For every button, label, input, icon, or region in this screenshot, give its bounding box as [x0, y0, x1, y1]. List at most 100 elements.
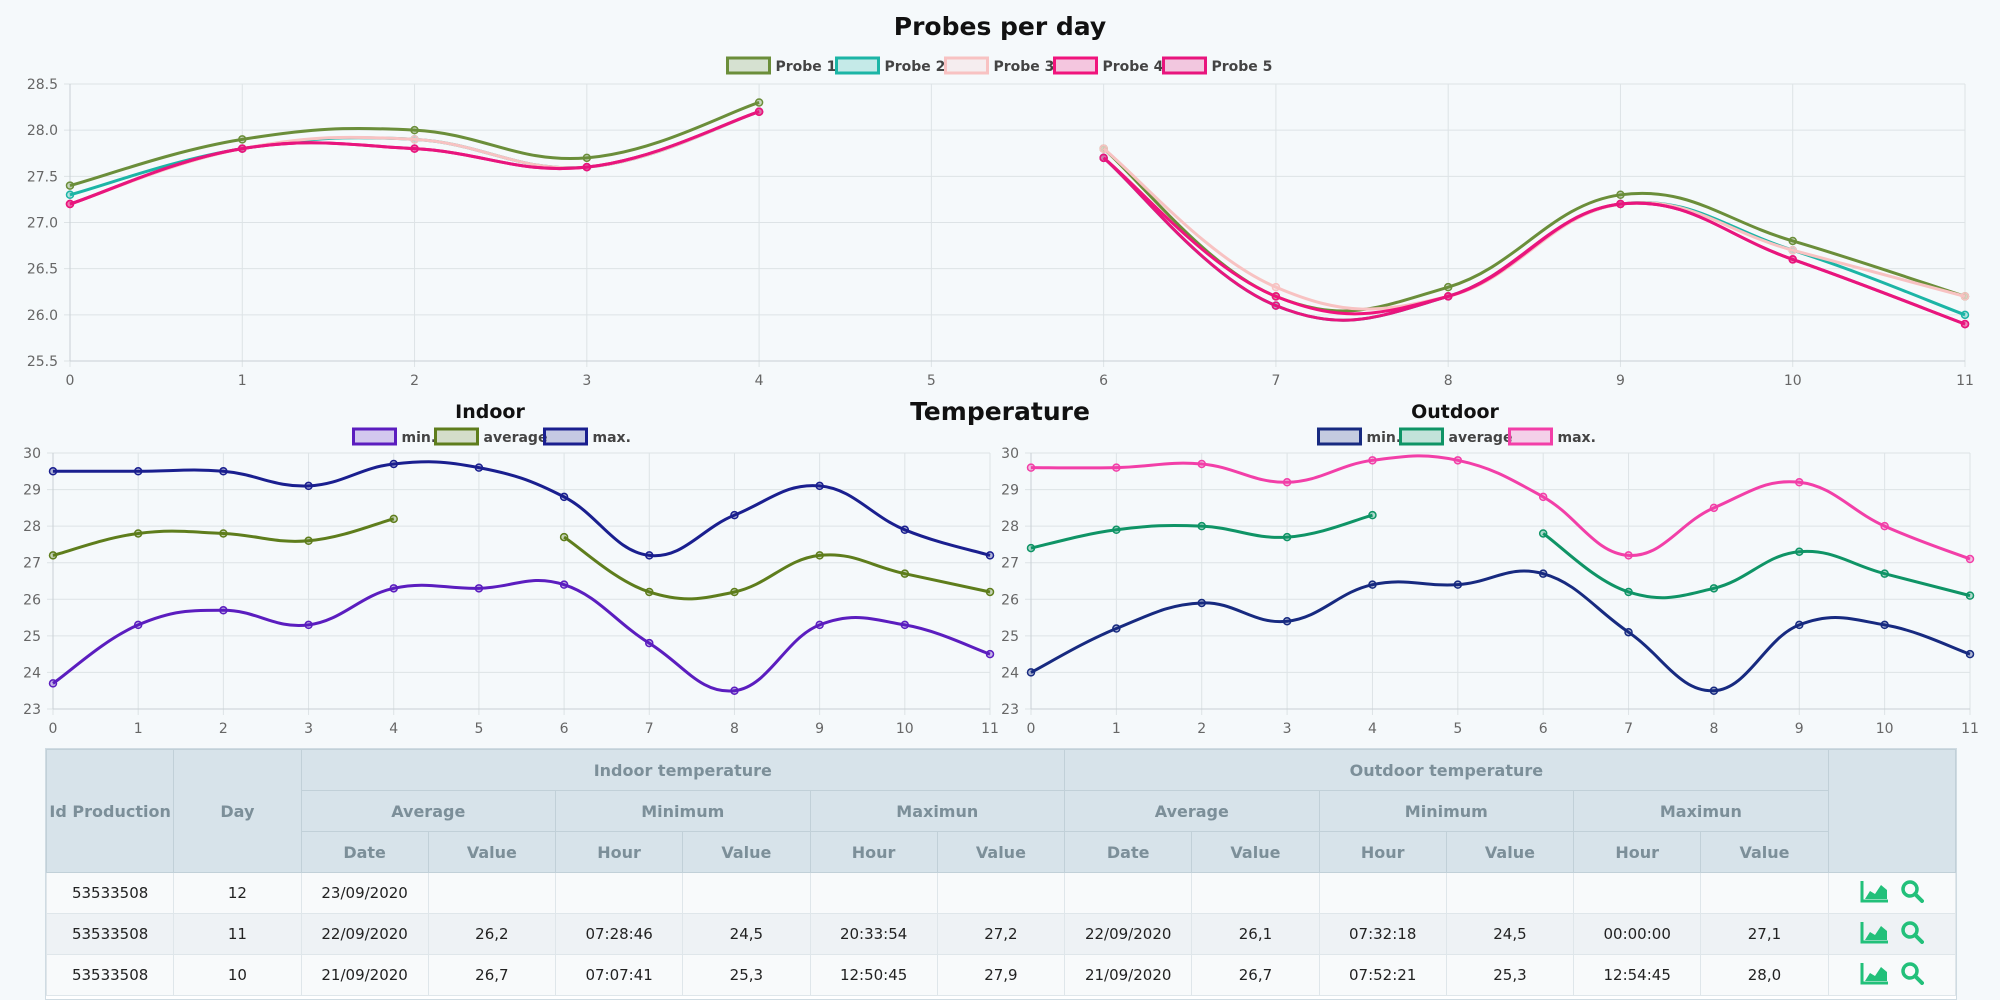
x-tick-label: 11 — [981, 721, 999, 737]
data-point — [133, 467, 143, 476]
cell-outdoor-max-hour — [1573, 872, 1702, 914]
data-point — [582, 153, 592, 163]
legend-swatch — [726, 56, 771, 75]
data-point — [1271, 282, 1281, 292]
y-tick-label: 29 — [1001, 483, 1019, 499]
data-point — [133, 529, 143, 538]
data-point — [1624, 551, 1633, 560]
data-point — [410, 125, 419, 135]
data-point — [1368, 510, 1377, 520]
header-indoor-temperature: Indoor temperature — [300, 749, 1066, 791]
legend-swatch — [1399, 427, 1444, 446]
cell-indoor-avg: 26,2 — [427, 913, 557, 955]
data-point — [1788, 255, 1797, 264]
data-point — [389, 584, 398, 593]
x-tick-label: 5 — [927, 373, 936, 389]
data-point — [1709, 584, 1719, 593]
y-tick-label: 26 — [1001, 592, 1019, 608]
legend-swatch — [1162, 56, 1207, 75]
data-point — [900, 569, 910, 578]
legend-swatch — [944, 56, 989, 75]
table-row: 53533508 10 21/09/2020 26,7 07:07:41 25,… — [45, 954, 1957, 996]
x-tick-label: 8 — [730, 721, 739, 737]
x-tick-label: 10 — [896, 721, 914, 737]
legend-label: max. — [1558, 430, 1596, 446]
y-tick-label: 24 — [1001, 665, 1019, 681]
data-point — [1965, 591, 1975, 600]
cell-actions — [1827, 954, 1957, 996]
data-point — [1443, 292, 1453, 301]
series-line — [563, 535, 991, 601]
data-point — [1965, 554, 1975, 564]
series-line — [1102, 147, 1966, 313]
legend-label: Probe 4 — [1103, 59, 1164, 75]
data-point — [1880, 569, 1889, 578]
area-chart-icon[interactable] — [1860, 920, 1890, 944]
data-point — [1282, 478, 1292, 487]
data-point — [304, 620, 313, 630]
cell-id: 53533508 — [45, 872, 175, 914]
y-tick-label: 27.0 — [27, 216, 58, 232]
header-outdoor-minimum: Minimum — [1318, 790, 1575, 832]
x-tick-label: 7 — [1624, 721, 1633, 737]
data-point — [1795, 620, 1804, 630]
header-outdoor-max-value: Value — [1700, 831, 1829, 873]
data-point — [1453, 580, 1463, 589]
data-point — [1965, 649, 1975, 659]
header-indoor-avg-value: Value — [427, 831, 557, 873]
cell-day: 12 — [173, 872, 302, 914]
cell-outdoor-max-value — [1700, 872, 1829, 914]
chart-title: Indoor — [455, 401, 525, 423]
data-point — [815, 620, 824, 630]
data-point — [754, 98, 764, 107]
series-line — [1102, 156, 1966, 322]
chart-title: Probes per day — [894, 12, 1106, 41]
y-tick-label: 23 — [1001, 702, 1019, 718]
cell-indoor-max-hour: 20:33:54 — [809, 913, 938, 955]
data-point — [1026, 668, 1036, 677]
chart-0: 25.5 26.0 26.5 27.0 27.5 28.0 28.5 0 1 2 3 4 5 6 7 8 9 10… — [27, 12, 1974, 389]
data-point — [1026, 463, 1036, 472]
data-point — [1112, 525, 1121, 535]
header-indoor-min-value: Value — [682, 831, 811, 873]
search-icon[interactable] — [1900, 879, 1924, 903]
x-tick-label: 0 — [66, 373, 75, 389]
legend-label: Probe 2 — [885, 59, 946, 75]
series-line — [69, 110, 760, 206]
header-outdoor-min-hour: Hour — [1318, 831, 1447, 873]
legend-swatch — [352, 427, 397, 446]
y-tick-label: 26.5 — [27, 262, 58, 278]
data-point — [730, 686, 739, 695]
cell-indoor-max-value — [936, 872, 1066, 914]
cell-outdoor-min-value: 25,3 — [1445, 954, 1575, 996]
header-indoor-avg-date: Date — [300, 831, 429, 873]
legend-swatch — [1053, 56, 1098, 75]
data-point — [1624, 627, 1633, 637]
area-chart-icon[interactable] — [1860, 879, 1890, 903]
search-icon[interactable] — [1900, 961, 1924, 985]
x-tick-label: 6 — [1539, 721, 1548, 737]
y-tick-label: 28.0 — [27, 123, 58, 139]
x-tick-label: 7 — [645, 721, 654, 737]
data-point — [1099, 144, 1108, 153]
cell-outdoor-date: 21/09/2020 — [1064, 954, 1193, 996]
data-point — [389, 514, 398, 524]
x-tick-label: 11 — [1961, 721, 1979, 737]
legend-label: max. — [593, 430, 631, 446]
x-tick-label: 5 — [1453, 721, 1462, 737]
series-line — [1102, 147, 1966, 311]
y-tick-label: 28.5 — [27, 77, 58, 93]
series-line — [1102, 156, 1966, 326]
data-point — [1624, 587, 1633, 597]
area-chart-icon[interactable] — [1860, 961, 1890, 985]
cell-indoor-min-value: 24,5 — [682, 913, 811, 955]
search-icon[interactable] — [1900, 920, 1924, 944]
cell-outdoor-min-value: 24,5 — [1445, 913, 1575, 955]
x-tick-label: 5 — [474, 721, 483, 737]
cell-outdoor-avg: 26,1 — [1191, 913, 1320, 955]
series-line — [1030, 513, 1373, 550]
x-tick-label: 0 — [1027, 721, 1036, 737]
data-point — [1368, 456, 1377, 465]
header-indoor-average: Average — [300, 790, 556, 832]
